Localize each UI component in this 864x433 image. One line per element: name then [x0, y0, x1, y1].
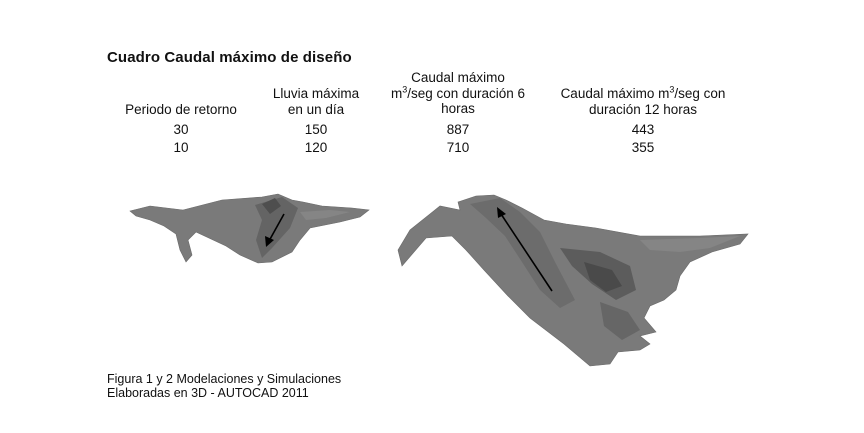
figure-caption: Figura 1 y 2 Modelaciones y Simulaciones…: [107, 372, 341, 400]
caption-line-2: Elaboradas en 3D - AUTOCAD 2011: [107, 386, 309, 400]
table-cell: 10: [173, 140, 189, 155]
header-flow-6h-unit-line: m3/seg con duración 6: [390, 84, 526, 101]
table-cell: 120: [304, 140, 328, 155]
table-cell: 355: [631, 140, 655, 155]
table-cell: 887: [446, 122, 470, 137]
header-flow-12h-unit-line: Caudal máximo m3/seg con: [560, 84, 726, 101]
flow-arrow-2: [497, 207, 553, 292]
terrain-model-2: [397, 194, 749, 367]
header-flow-6h: Caudal máximo m3/seg con duración 6 hora…: [388, 70, 528, 117]
table-cell: 443: [631, 122, 655, 137]
terrain-model-1: [129, 193, 370, 264]
caption-line-1: Figura 1 y 2 Modelaciones y Simulaciones: [107, 372, 342, 386]
table-cell: 30: [173, 122, 189, 137]
terrain-models-figure: [129, 193, 749, 367]
flow-arrow-1: [265, 213, 285, 247]
table-cell: 150: [304, 122, 328, 137]
header-flow-12h: Caudal máximo m3/seg con duración 12 hor…: [548, 84, 738, 117]
document-title: Cuadro Caudal máximo de diseño: [107, 49, 352, 66]
table-cell: 710: [446, 140, 470, 155]
header-max-rain: Lluvia máxima en un día: [272, 86, 360, 117]
header-return-period: Periodo de retorno: [125, 102, 237, 117]
